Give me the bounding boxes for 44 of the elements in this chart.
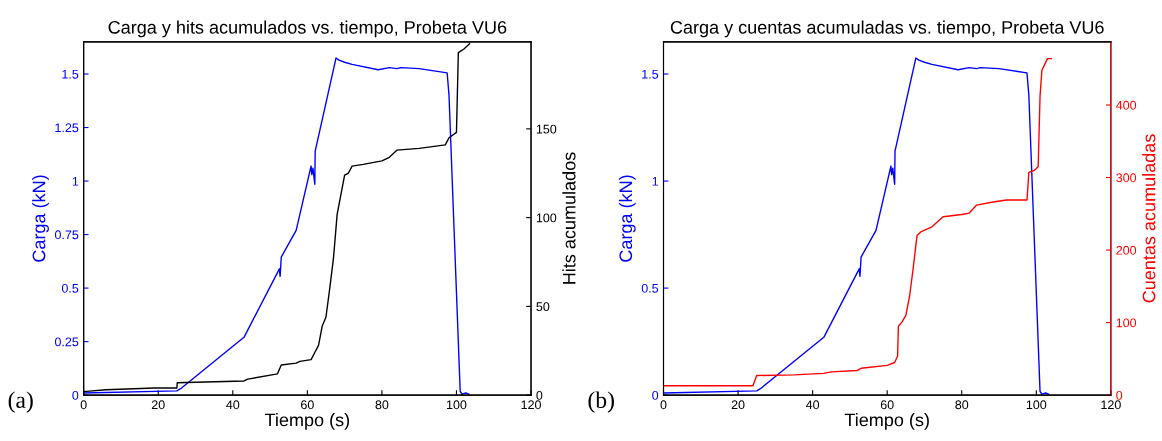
y-axis-title: Carga (kN): [32, 175, 49, 262]
y-tick-label: 1.25: [55, 123, 79, 133]
y-tick-label: 1.5: [642, 69, 659, 79]
y-tick-label: 0: [652, 390, 659, 400]
x-tick-label: 20: [731, 400, 745, 410]
y-tick-label: 0.75: [54, 230, 79, 240]
y2-axis-title: Hits acumulados: [562, 152, 576, 284]
text: (a): [8, 391, 33, 413]
y2-tick-label: 200: [1116, 245, 1137, 255]
y2-tick-label: 50: [536, 302, 550, 312]
x-axis-title: Tiempo (s): [264, 413, 350, 430]
chart-title: Carga y hits acumulados vs. tiempo, Probeta VU6: [108, 20, 507, 38]
y-axis-title: Carga (kN): [618, 175, 636, 262]
y-tick-label: 0.5: [61, 283, 79, 293]
y-tick-label: 1: [652, 176, 659, 186]
y-tick-label: 0.5: [641, 283, 659, 293]
y-tick-label: 0.25: [54, 337, 79, 347]
x-tick-label: 100: [1026, 400, 1047, 410]
x-tick-label: 120: [1101, 400, 1121, 410]
x-tick-label: 40: [226, 400, 240, 410]
y2-tick-label: 400: [1116, 100, 1137, 110]
chart-title: Carga y cuentas acumuladas vs. tiempo, Probeta VU6: [670, 20, 1104, 38]
x-tick-label: 0: [660, 400, 667, 410]
y2-tick-label: 100: [536, 213, 557, 223]
x-tick-label: 0: [80, 400, 87, 410]
y2-tick-label: 100: [1116, 318, 1137, 328]
x-tick-label: 20: [151, 400, 165, 410]
x-axis-title: Tiempo (s): [844, 413, 929, 430]
x-tick-label: 40: [805, 400, 820, 410]
text: (b): [588, 391, 614, 413]
x-tick-label: 80: [375, 400, 389, 410]
x-tick-label: 100: [447, 400, 467, 410]
x-tick-label: 120: [521, 400, 541, 410]
x-tick-label: 80: [955, 400, 969, 410]
y2-tick-label: 0: [1116, 390, 1123, 400]
y2-tick-label: 300: [1116, 173, 1137, 183]
y-tick-label: 1.5: [62, 69, 79, 79]
x-tick-label: 60: [880, 400, 894, 410]
y2-tick-label: 150: [536, 124, 557, 134]
y-tick-label: 0: [72, 390, 79, 400]
y-tick-label: 1: [72, 176, 79, 186]
y2-tick-label: 0: [536, 390, 543, 400]
x-tick-label: 60: [301, 400, 314, 410]
y2-axis-title: Cuentas acumuladas: [1142, 134, 1156, 303]
